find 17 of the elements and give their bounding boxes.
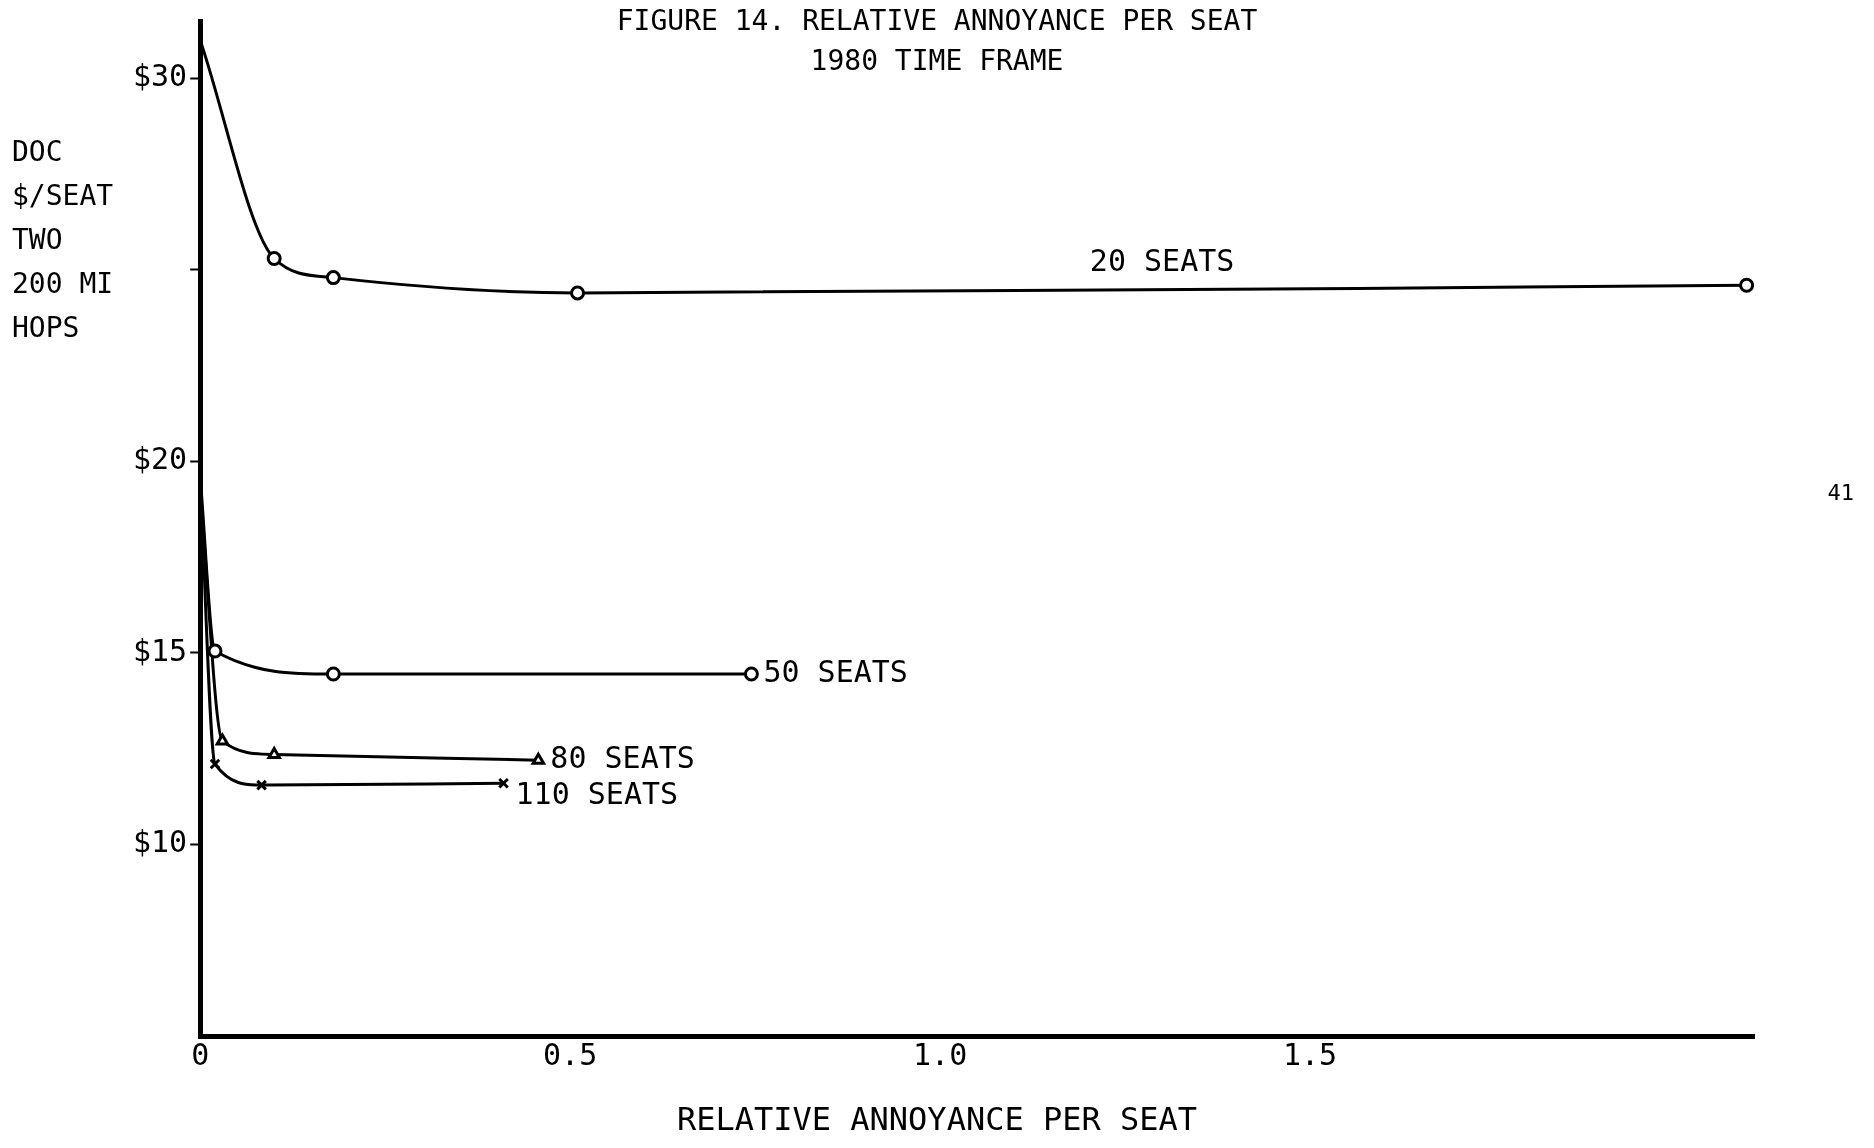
text: 1980 TIME FRAME [810, 44, 1064, 77]
x-tick-label: 0.5 [543, 1036, 598, 1072]
series-label: 80 SEATS [550, 740, 695, 776]
y-tick-label: $30 [133, 58, 188, 94]
y-tick-label: $20 [133, 441, 188, 477]
y-tick-label: $10 [133, 824, 188, 860]
x-tick-label: 1.0 [913, 1036, 968, 1072]
text: 41 [1827, 480, 1854, 505]
x-tick-label: 1.5 [1282, 1036, 1338, 1072]
y-axis-title: DOC $/SEAT TWO 200 MI HOPS [12, 134, 114, 346]
series-label: 50 SEATS [763, 653, 908, 689]
chart-title: FIGURE 14. RELATIVE ANNOYANCE PER SEAT [615, 4, 1259, 37]
series-label: 20 SEATS [1089, 243, 1235, 279]
x-axis-title: RELATIVE ANNOYANCE PER SEAT [675, 1100, 1199, 1138]
series-label: 110 SEATS [515, 776, 679, 812]
x-tick-label: 0 [191, 1036, 210, 1072]
y-tick-label: $15 [133, 632, 188, 668]
